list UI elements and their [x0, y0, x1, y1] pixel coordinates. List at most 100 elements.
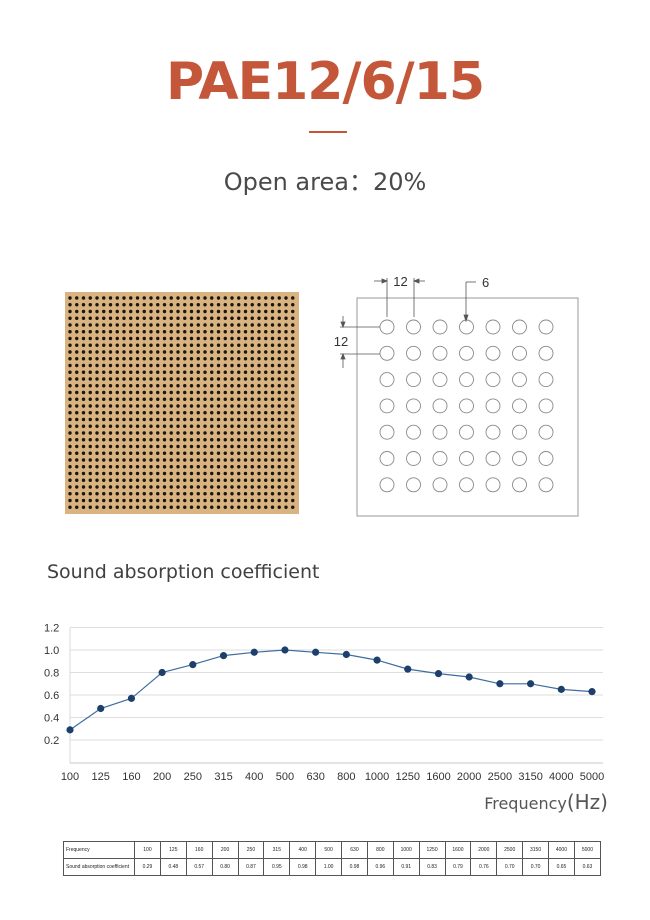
table-cell-frequency: 160	[185, 841, 213, 859]
table-cell-coefficient: 0.83	[418, 858, 446, 876]
diagram-hole	[538, 451, 554, 466]
diagram-hole	[512, 345, 527, 361]
table-cell-frequency: 400	[289, 841, 317, 859]
diagram-hole	[538, 424, 554, 440]
diagram-hole	[432, 345, 448, 361]
diagram-hole	[432, 398, 448, 414]
table-cell-coefficient: 0.96	[366, 858, 394, 876]
data-point	[342, 650, 350, 659]
data-point	[97, 704, 105, 713]
table-cell-coefficient: 0.95	[263, 858, 291, 876]
y-tick-label: 0.8	[44, 668, 59, 680]
open-area: Open area：20%	[0, 162, 650, 197]
x-tick-label: 200	[153, 771, 171, 783]
table-cell-coefficient: 0.57	[185, 858, 213, 876]
hole-leader	[463, 281, 476, 323]
diagram-hole	[406, 451, 421, 466]
table-cell-frequency: 125	[159, 841, 187, 859]
diagram-hole	[485, 451, 501, 466]
data-point	[588, 688, 596, 696]
table-cell-coefficient: 0.48	[159, 858, 187, 876]
diagram-hole	[538, 398, 554, 414]
x-tick-label: 100	[61, 771, 79, 783]
diagram-hole	[512, 372, 527, 388]
data-point	[434, 670, 443, 678]
diagram-hole	[406, 319, 421, 335]
hole-pattern-diagram: 12 6 12	[334, 274, 579, 517]
table-cell-coefficient: 0.91	[392, 858, 420, 876]
data-point	[250, 648, 258, 656]
diagram-hole	[485, 477, 501, 493]
diagram-hole	[379, 451, 395, 466]
x-tick-label: 2500	[488, 771, 512, 783]
x-tick-label: 3150	[518, 771, 542, 783]
data-point	[158, 668, 166, 677]
y-tick-label: 0.2	[44, 735, 59, 747]
diagram-hole	[406, 424, 421, 440]
diagram-hole	[432, 372, 448, 388]
x-axis-label: Frequency(Hz)	[484, 790, 608, 814]
diagram-hole	[432, 451, 448, 466]
table-cell-coefficient: 0.63	[573, 858, 602, 876]
diagram-hole	[512, 477, 527, 493]
absorption-data-table: Frequency 100 125 160 200 250 315 400 500 630 800…	[63, 841, 602, 876]
diagram-hole	[538, 372, 554, 388]
panel-holes	[68, 296, 295, 509]
absorption-chart: 0.2 0.4 0.6 0.8 1.0 1.2 100 125 160 200 250 315 400…	[44, 623, 604, 784]
data-point	[312, 648, 320, 656]
x-tick-label: 800	[337, 771, 355, 783]
x-axis-label-unit: (Hz)	[566, 790, 608, 814]
x-tick-label: 315	[214, 771, 232, 783]
data-point	[404, 665, 412, 673]
x-tick-label: 4000	[549, 771, 573, 783]
y-tick-label: 1.2	[44, 623, 59, 635]
x-tick-label: 5000	[580, 771, 604, 783]
table-cell-frequency: 250	[237, 841, 265, 859]
diagram-hole	[432, 477, 448, 493]
absorption-series-line	[69, 649, 593, 731]
diagram-hole	[459, 345, 474, 361]
x-tick-label: 630	[306, 771, 324, 783]
title-divider	[309, 131, 347, 133]
x-tick-label: 500	[276, 771, 294, 783]
table-cell-coefficient: 0.70	[522, 858, 549, 876]
pitch-dimension	[374, 278, 425, 317]
table-cell-coefficient: 1.00	[315, 858, 342, 876]
diagram-hole	[379, 398, 395, 414]
diagram-hole	[379, 345, 395, 361]
diagram-hole	[485, 372, 501, 388]
x-tick-label: 1250	[396, 771, 420, 783]
y-tick-label: 0.6	[44, 690, 59, 702]
x-tick-label: 160	[122, 771, 140, 783]
diagram-hole	[432, 319, 448, 335]
product-title: PAE12/6/15	[166, 52, 485, 112]
diagram-hole	[406, 372, 421, 388]
table-cell-frequency: 200	[211, 841, 239, 859]
table-cell-coefficient: 0.70	[496, 858, 524, 876]
diagram-border	[356, 297, 579, 517]
diagram-hole-grid	[379, 319, 554, 493]
row-pitch-label: 12	[334, 334, 348, 349]
table-cell-frequency: 5000	[573, 841, 602, 859]
perforated-panel-image	[65, 292, 299, 514]
chart-title: Sound absorption coefficient	[47, 561, 320, 583]
diagram-hole	[379, 477, 395, 493]
table-cell-coefficient: 0.80	[211, 858, 239, 876]
data-point	[465, 673, 473, 681]
table-cell-coefficient: 0.76	[470, 858, 498, 876]
diagram-hole	[406, 398, 421, 414]
x-tick-label: 125	[92, 771, 110, 783]
row-pitch-dimension	[340, 316, 380, 368]
data-point	[373, 656, 381, 664]
diagram-hole	[485, 319, 501, 335]
data-point	[526, 680, 535, 688]
table-cell-frequency: 2500	[496, 841, 524, 859]
diagram-hole	[459, 451, 474, 466]
diagram-hole	[538, 477, 554, 493]
table-cell-coefficient: 0.87	[237, 858, 265, 876]
diagram-hole	[538, 319, 554, 335]
table-cell-frequency: 500	[315, 841, 342, 859]
table-cell-frequency: 2000	[470, 841, 498, 859]
diagram-hole	[406, 477, 421, 493]
hole-diameter-label: 6	[482, 275, 489, 290]
